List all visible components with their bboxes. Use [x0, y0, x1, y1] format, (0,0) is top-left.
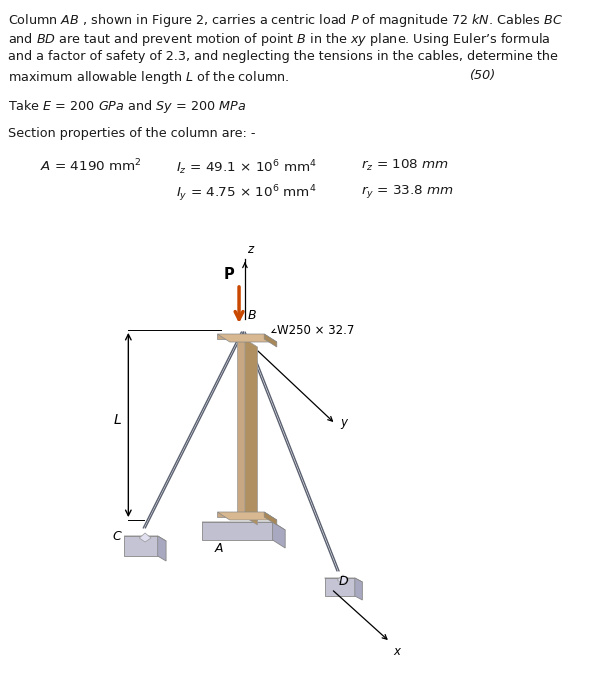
- Polygon shape: [245, 339, 257, 525]
- Polygon shape: [124, 536, 166, 541]
- Text: $B$: $B$: [248, 309, 257, 322]
- Polygon shape: [202, 522, 273, 540]
- Polygon shape: [202, 522, 285, 530]
- Text: $y$: $y$: [340, 417, 349, 431]
- Text: W250 × 32.7: W250 × 32.7: [277, 324, 354, 338]
- Polygon shape: [264, 512, 277, 525]
- Text: $I_z$ = 49.1 × 10$^6$ mm$^4$: $I_z$ = 49.1 × 10$^6$ mm$^4$: [176, 158, 317, 177]
- Text: and a factor of safety of 2.3, and neglecting the tensions in the cables, determ: and a factor of safety of 2.3, and negle…: [8, 50, 558, 63]
- Polygon shape: [273, 522, 285, 548]
- Polygon shape: [124, 536, 157, 556]
- Polygon shape: [217, 334, 264, 339]
- Polygon shape: [157, 536, 166, 561]
- Polygon shape: [337, 575, 349, 584]
- Text: $L$: $L$: [113, 413, 121, 427]
- Text: maximum allowable length $L$ of the column.: maximum allowable length $L$ of the colu…: [8, 69, 290, 86]
- Polygon shape: [237, 339, 245, 517]
- Text: $\mathbf{P}$: $\mathbf{P}$: [223, 266, 235, 282]
- Polygon shape: [139, 533, 151, 542]
- Text: $A$ = 4190 mm$^2$: $A$ = 4190 mm$^2$: [40, 158, 142, 175]
- Polygon shape: [217, 512, 277, 520]
- Text: $D$: $D$: [338, 575, 349, 588]
- Polygon shape: [355, 578, 362, 600]
- Text: $C$: $C$: [112, 530, 123, 543]
- Text: $z$: $z$: [246, 243, 255, 256]
- Polygon shape: [325, 578, 355, 596]
- Text: Take $E$ = 200 $GPa$ and $Sy$ = 200 $MPa$: Take $E$ = 200 $GPa$ and $Sy$ = 200 $MPa…: [8, 98, 246, 115]
- Polygon shape: [325, 578, 362, 582]
- Polygon shape: [217, 334, 277, 342]
- Text: and $BD$ are taut and prevent motion of point $B$ in the $xy$ plane. Using Euler: and $BD$ are taut and prevent motion of …: [8, 31, 551, 48]
- Text: $x$: $x$: [394, 645, 403, 658]
- Text: $r_z$ = 108 $mm$: $r_z$ = 108 $mm$: [361, 158, 449, 173]
- Text: $A$: $A$: [214, 542, 224, 555]
- Polygon shape: [217, 512, 264, 517]
- Text: Column $AB$ , shown in Figure 2, carries a centric load $P$ of magnitude 72 $kN$: Column $AB$ , shown in Figure 2, carries…: [8, 12, 563, 29]
- Text: $I_y$ = 4.75 × 10$^6$ mm$^4$: $I_y$ = 4.75 × 10$^6$ mm$^4$: [176, 183, 317, 204]
- Text: (50): (50): [469, 69, 496, 82]
- Polygon shape: [264, 334, 277, 347]
- Text: $r_y$ = 33.8 $mm$: $r_y$ = 33.8 $mm$: [361, 183, 453, 200]
- Text: Section properties of the column are: -: Section properties of the column are: -: [8, 127, 256, 140]
